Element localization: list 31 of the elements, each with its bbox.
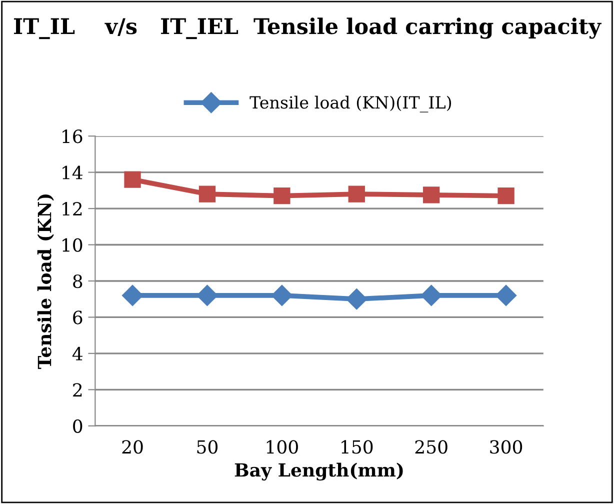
point xyxy=(198,186,216,202)
point xyxy=(124,171,141,188)
x-tick-label: 250 xyxy=(415,440,448,454)
x-tick-label: 20 xyxy=(122,440,143,454)
y-tick-label: 10 xyxy=(62,238,82,252)
y-tick-label: 4 xyxy=(72,346,82,360)
point xyxy=(122,284,144,306)
point xyxy=(420,284,442,306)
y-tick-label: 8 xyxy=(73,274,82,288)
x-axis-title: Bay Length(mm) xyxy=(234,462,403,481)
x-tick-label: 150 xyxy=(342,440,373,454)
y-tick-label: 16 xyxy=(62,130,82,144)
point xyxy=(348,186,365,202)
y-tick-label: 14 xyxy=(62,166,82,180)
y-tick-label: 6 xyxy=(73,310,82,324)
point xyxy=(196,284,218,306)
chart-title: IT_IL v/s IT_IEL Tensile load carring capacity xyxy=(14,18,602,40)
legend-label: Tensile load (KN)(IT_IL) xyxy=(250,96,452,112)
point xyxy=(498,188,514,204)
point xyxy=(274,188,290,204)
point xyxy=(346,288,368,310)
y-tick-label: 0 xyxy=(73,419,82,433)
y-tick-label: 2 xyxy=(73,383,82,397)
point xyxy=(496,284,517,306)
x-tick-label: 50 xyxy=(197,440,218,454)
x-tick-label: 300 xyxy=(490,440,522,454)
point xyxy=(271,284,292,306)
point xyxy=(423,186,440,204)
y-tick-label: 12 xyxy=(62,202,82,216)
y-axis-title: Tensile load (KN) xyxy=(37,194,54,369)
x-tick-label: 100 xyxy=(266,440,298,454)
